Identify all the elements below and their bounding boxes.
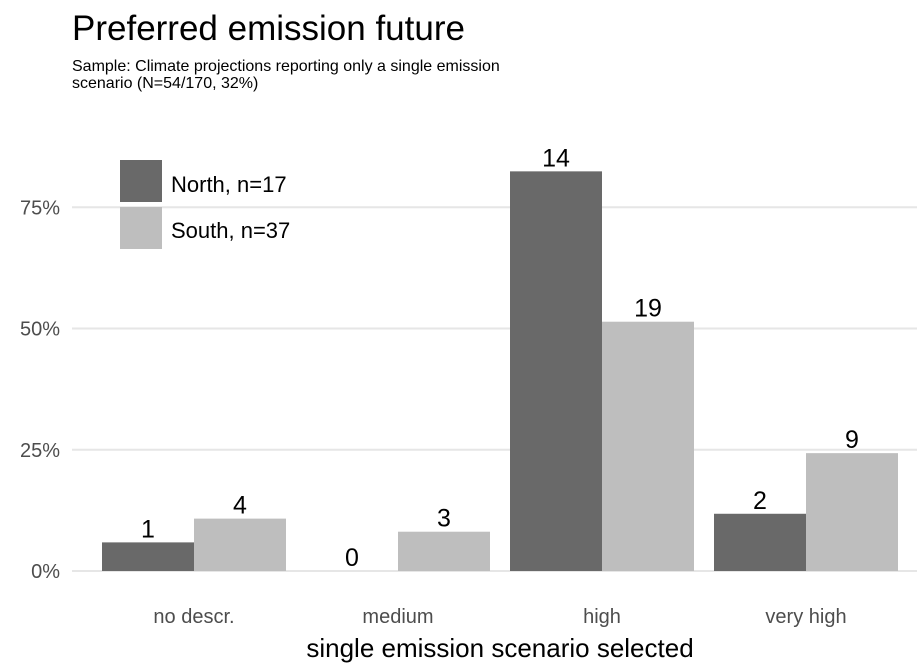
y-tick-label: 75% (20, 197, 60, 219)
bar-north-2 (510, 171, 602, 572)
bar-south-1 (398, 531, 490, 571)
bar-north-3 (714, 513, 806, 571)
data-labels: 1 0 14 2 4 3 19 9 (141, 144, 859, 572)
data-label: 3 (437, 505, 451, 533)
bar-south-2 (602, 321, 694, 571)
y-tick-label: 50% (20, 319, 60, 341)
chart-subtitle: Sample: Climate projections reporting on… (72, 58, 500, 92)
legend-label-south: South, n=37 (171, 218, 290, 243)
x-tick-label: medium (362, 606, 433, 628)
data-label: 0 (345, 544, 359, 572)
data-label: 9 (845, 426, 859, 454)
data-label: 14 (542, 144, 570, 172)
x-tick-label: no descr. (153, 606, 234, 628)
y-tick-label: 25% (20, 440, 60, 462)
bars (102, 171, 898, 572)
y-tick-label: 0% (31, 561, 60, 583)
y-axis-ticks: 0% 25% 50% 75% (20, 197, 60, 583)
legend-swatch-south (120, 207, 162, 249)
legend: North, n=17 South, n=37 (120, 160, 290, 249)
x-axis-ticks: no descr. medium high very high (153, 606, 846, 628)
data-label: 4 (233, 492, 247, 520)
x-tick-label: high (583, 606, 621, 628)
bar-south-3 (806, 453, 898, 571)
x-tick-label: very high (765, 606, 846, 628)
data-label: 19 (634, 295, 662, 323)
bar-south-0 (194, 518, 286, 571)
legend-swatch-north (120, 160, 162, 202)
data-label: 1 (141, 515, 155, 543)
bar-north-0 (102, 542, 194, 571)
data-label: 2 (753, 487, 767, 515)
legend-label-north: North, n=17 (171, 172, 287, 197)
chart-title: Preferred emission future (72, 9, 465, 48)
x-axis-label: single emission scenario selected (306, 633, 693, 663)
